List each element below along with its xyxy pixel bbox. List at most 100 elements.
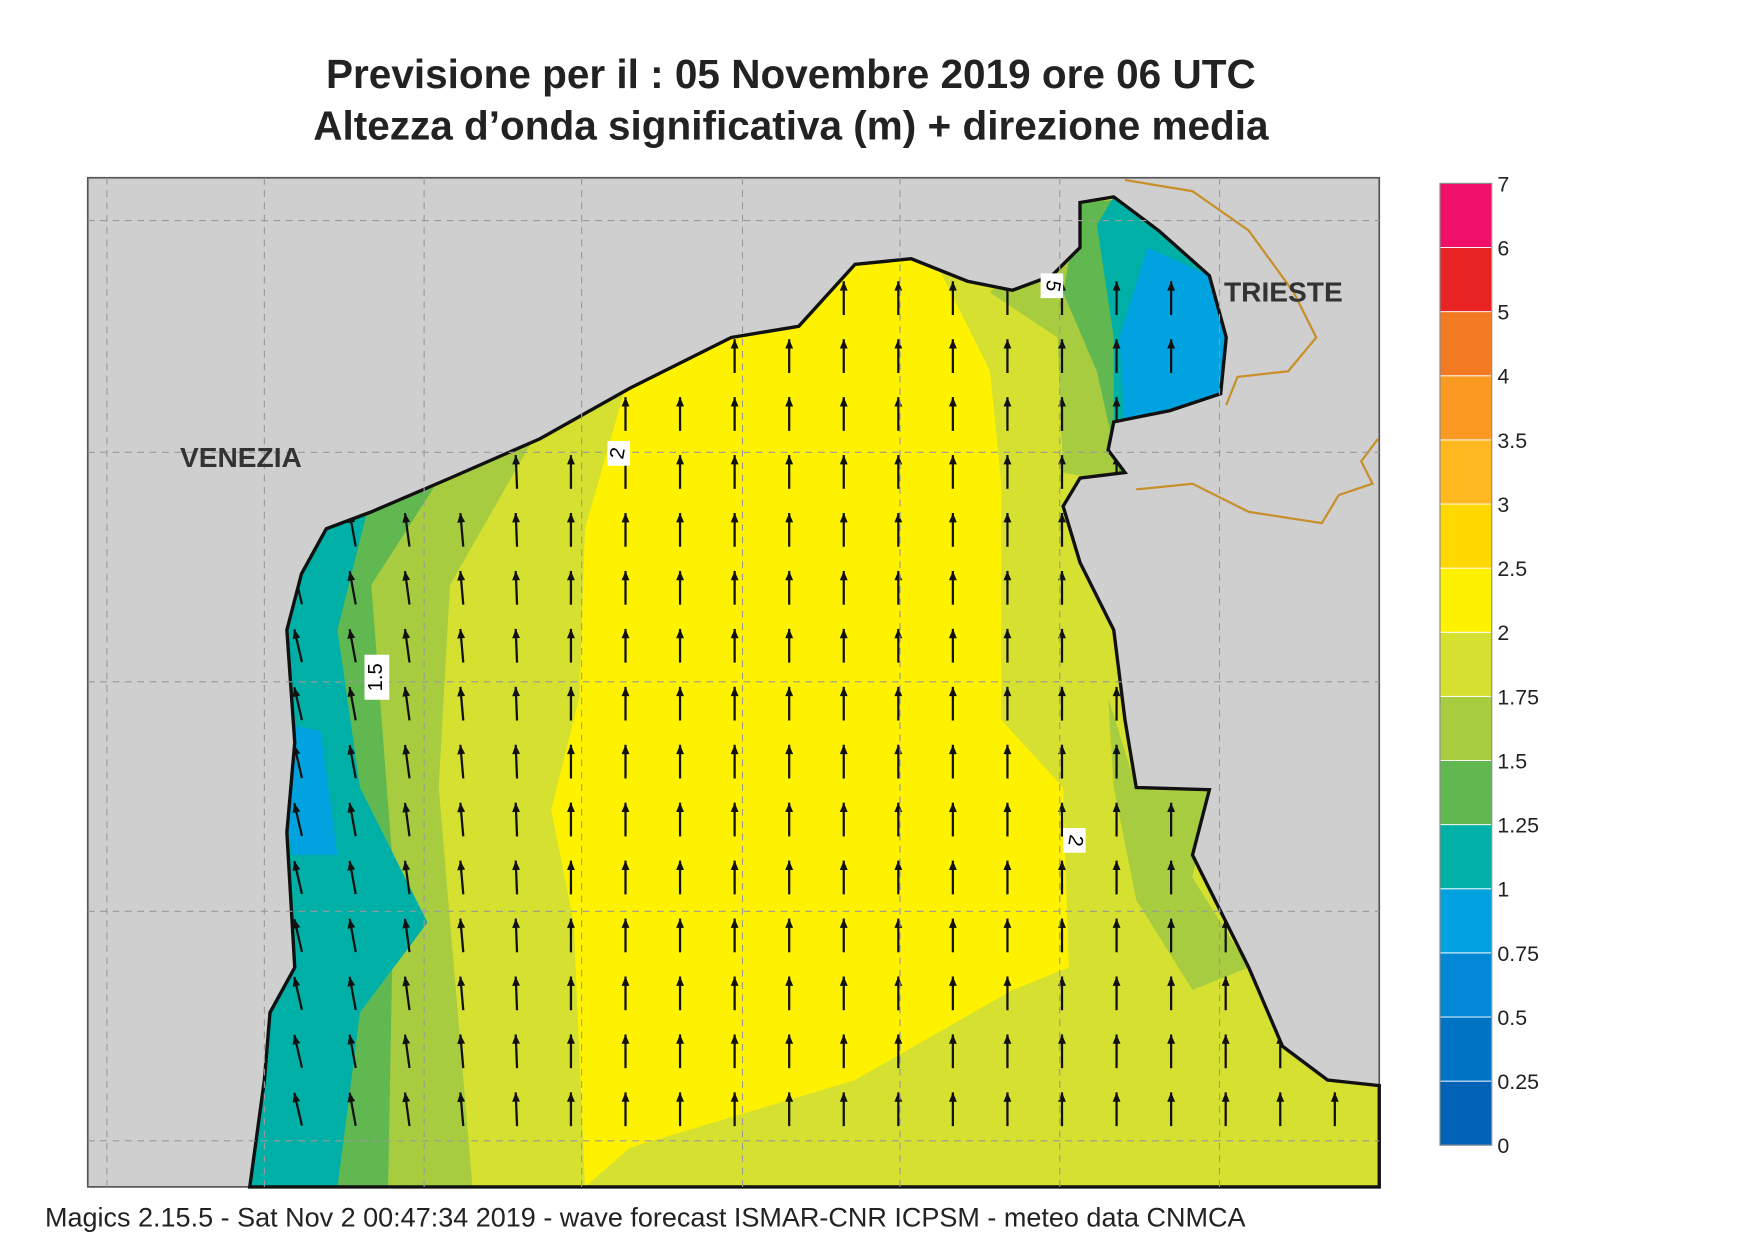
arrow-head xyxy=(839,802,848,813)
svg-text:5: 5 xyxy=(1041,278,1065,293)
arrow-head xyxy=(1003,628,1012,639)
arrow-head xyxy=(948,1034,957,1044)
arrow-head xyxy=(1167,1092,1176,1102)
arrow-head xyxy=(1112,1034,1121,1044)
arrow-head xyxy=(785,570,794,581)
arrow-head xyxy=(1221,1034,1230,1044)
arrow-head xyxy=(402,802,411,813)
arrow-head xyxy=(894,1034,903,1044)
arrow-head xyxy=(1003,455,1012,465)
arrow-head xyxy=(730,1034,739,1044)
arrow-head xyxy=(1221,1092,1230,1102)
graticule xyxy=(87,177,1380,1187)
arrow-head xyxy=(730,686,739,697)
arrow-head xyxy=(839,976,848,986)
arrow-head xyxy=(676,918,685,928)
arrow-head xyxy=(1330,1092,1339,1102)
arrow-head xyxy=(839,281,848,291)
arrow-head xyxy=(402,744,411,755)
arrow-head xyxy=(676,1034,685,1044)
arrow-head xyxy=(512,513,521,523)
arrow-head xyxy=(948,744,957,755)
arrow-head xyxy=(676,802,685,813)
arrow-head xyxy=(839,339,848,349)
arrow-head xyxy=(730,397,739,407)
arrow-head xyxy=(457,918,466,929)
arrow-head xyxy=(621,802,630,813)
arrow-head xyxy=(1167,860,1176,870)
arrow-head xyxy=(839,513,848,523)
arrow-head xyxy=(948,976,957,986)
arrow-head xyxy=(566,1034,575,1044)
colorbar-label: 6 xyxy=(1497,236,1509,260)
colorbar-bin xyxy=(1439,824,1493,890)
arrow-head xyxy=(676,455,685,465)
arrow-head xyxy=(839,455,848,465)
arrow-head xyxy=(621,397,630,407)
arrow-head xyxy=(621,628,630,639)
arrow-head xyxy=(621,860,630,870)
arrow-head xyxy=(347,687,356,697)
contour-label: 2 xyxy=(1063,828,1087,853)
colorbar-bin xyxy=(1439,247,1493,313)
arrow-head xyxy=(1003,1092,1012,1102)
arrow-head xyxy=(1167,339,1176,349)
arrow-head xyxy=(347,571,356,582)
colorbar-label: 1.25 xyxy=(1497,814,1539,838)
arrow-head xyxy=(512,1034,521,1044)
colorbar-label: 3.5 xyxy=(1497,429,1527,453)
arrow-head xyxy=(948,281,957,291)
arrow-head xyxy=(457,1092,466,1103)
arrow-head xyxy=(730,744,739,755)
arrow-head xyxy=(676,513,685,523)
arrow-head xyxy=(785,1092,794,1102)
arrow-head xyxy=(948,802,957,813)
arrow-head xyxy=(785,1034,794,1044)
arrow-head xyxy=(292,976,301,987)
arrow-head xyxy=(621,918,630,928)
arrow-head xyxy=(894,281,903,291)
colorbar-label: 7 xyxy=(1497,172,1509,196)
arrow-head xyxy=(1003,397,1012,407)
border xyxy=(1124,178,1380,525)
arrows xyxy=(292,281,1339,1127)
svg-text:2: 2 xyxy=(606,446,630,461)
arrow-head xyxy=(292,1034,301,1045)
arrow-head xyxy=(894,513,903,523)
arrow-head xyxy=(1003,976,1012,986)
colorbar-label: 1 xyxy=(1497,878,1509,902)
arrow-head xyxy=(347,745,356,755)
arrow-head xyxy=(512,686,521,697)
arrow-head xyxy=(402,571,411,581)
arrow-head xyxy=(621,570,630,581)
colorbar-label: 1.75 xyxy=(1497,685,1539,709)
arrow-head xyxy=(1167,802,1176,813)
arrow-head xyxy=(1058,686,1066,697)
arrow-head xyxy=(948,570,957,581)
colorbar-bin xyxy=(1439,375,1493,441)
arrow-head xyxy=(730,860,739,870)
arrow-head xyxy=(676,976,685,986)
arrow-head xyxy=(402,629,411,639)
arrow-head xyxy=(676,628,685,639)
arrow-head xyxy=(785,976,794,986)
arrow-head xyxy=(785,860,794,870)
arrow-head xyxy=(512,860,521,871)
arrow-head xyxy=(730,339,739,349)
arrow-head xyxy=(948,339,957,349)
arrow-head xyxy=(457,976,466,987)
arrow-head xyxy=(839,918,848,928)
title: Previsione per il : 05 Novembre 2019 ore… xyxy=(326,51,1256,97)
colorbar-bin xyxy=(1439,503,1493,569)
arrow-head xyxy=(512,918,521,929)
arrow-head xyxy=(785,802,794,813)
footer: Magics 2.15.5 - Sat Nov 2 00:47:34 2019 … xyxy=(45,1202,1245,1232)
subtitle: Altezza d’onda significativa (m) + direz… xyxy=(313,103,1269,149)
arrow-head xyxy=(676,744,685,755)
arrow-head xyxy=(1058,513,1066,523)
arrow-head xyxy=(1003,339,1012,349)
colorbar-bin xyxy=(1439,760,1493,826)
colorbar-bin xyxy=(1439,631,1493,697)
arrow-head xyxy=(839,744,848,755)
